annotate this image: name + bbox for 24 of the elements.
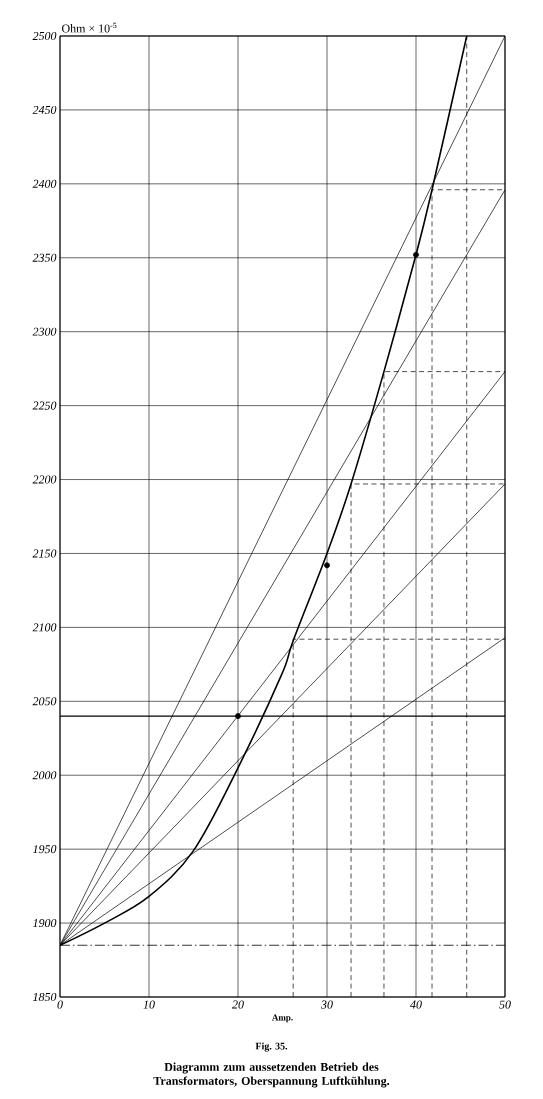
y-tick-label: 2050	[32, 697, 57, 706]
text: Diagramm zum aussetzenden Betrieb des Transformators, Oberspannung Luftkühlung.	[153, 1062, 390, 1088]
x-tick-label: 20	[232, 1000, 244, 1009]
y-tick-label: 2250	[32, 401, 57, 410]
x-tick-label: 30	[321, 1000, 333, 1009]
y-tick-label: 1850	[32, 992, 57, 1002]
y-tick-label: 2000	[32, 771, 57, 780]
y-tick-label: 1900	[32, 919, 57, 928]
y-tick-label: 2100	[32, 623, 57, 632]
x-tick-label: 50	[499, 1000, 511, 1009]
y-tick-label: 1950	[32, 845, 57, 854]
y-tick-label: 2500	[32, 31, 57, 41]
y-tick-label: 2450	[32, 105, 57, 114]
y-tick-label: 2400	[32, 179, 57, 188]
y-axis-title: Ohm × 10$^{-5}$	[62, 22, 117, 33]
x-axis-title: Amp.	[272, 1014, 293, 1023]
x-tick-label: 0	[57, 1000, 63, 1009]
y-tick-label: 2150	[32, 549, 57, 558]
x-tick-label: 10	[143, 1000, 155, 1009]
y-tick-label: 2200	[32, 475, 57, 484]
y-tick-label: 2300	[32, 327, 57, 336]
y-tick-label: 2350	[32, 253, 57, 262]
caption: Fig. 35.	[255, 1042, 288, 1052]
x-tick-label: 40	[410, 1000, 422, 1009]
